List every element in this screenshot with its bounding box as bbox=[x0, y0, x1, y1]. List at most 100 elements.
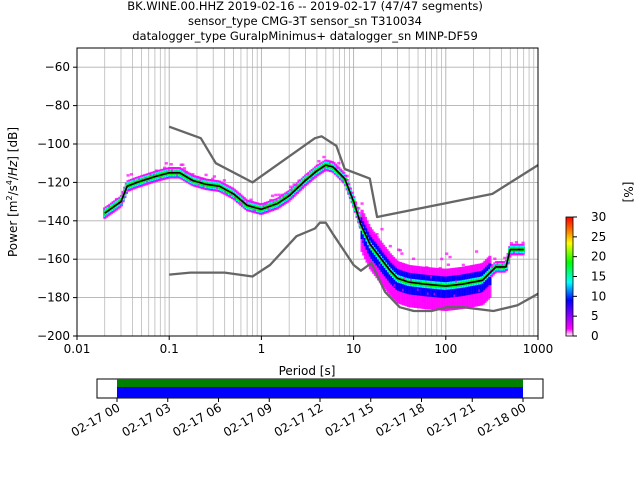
curve-mode bbox=[104, 164, 524, 287]
density-cell bbox=[239, 201, 243, 205]
density-cell bbox=[307, 172, 311, 176]
density-cell bbox=[362, 238, 366, 242]
x-tick-label: 10 bbox=[346, 342, 361, 356]
colorbar-tick-label: 15 bbox=[591, 270, 606, 284]
density-cell bbox=[289, 185, 293, 189]
density-cell bbox=[401, 288, 406, 292]
density-cell bbox=[513, 251, 517, 254]
y-axis-ticks: −200 −180 −160 −140 −120 −100 −80 −60 bbox=[37, 60, 77, 343]
density-cell bbox=[385, 252, 389, 256]
x-tick-label: 0.1 bbox=[160, 342, 179, 356]
density-cell bbox=[438, 266, 442, 270]
density-cell bbox=[119, 201, 124, 204]
y-tick-label: −60 bbox=[45, 60, 70, 74]
density-cell bbox=[197, 184, 202, 187]
coverage-tick-label: 02-17 18 bbox=[373, 400, 427, 439]
density-cell bbox=[373, 234, 377, 238]
density-cell bbox=[242, 199, 246, 203]
density-cell bbox=[176, 173, 180, 177]
x-axis-label: Period [s] bbox=[279, 364, 336, 378]
density-cell bbox=[458, 269, 462, 272]
density-cell bbox=[421, 270, 426, 273]
density-cell bbox=[426, 292, 431, 295]
density-cell bbox=[169, 163, 173, 166]
density-cell bbox=[275, 199, 280, 202]
coverage-tick-label: 02-17 21 bbox=[424, 400, 478, 439]
density-cell bbox=[146, 180, 150, 184]
density-cell bbox=[149, 173, 153, 177]
title-line-3: datalogger_type GuralpMinimus+ datalogge… bbox=[132, 29, 478, 43]
density-cell bbox=[416, 288, 421, 291]
density-cell bbox=[249, 198, 253, 202]
density-cell bbox=[453, 294, 457, 297]
colorbar-tick-label: 10 bbox=[591, 289, 606, 303]
density-cell bbox=[521, 241, 525, 245]
density-cell bbox=[287, 193, 291, 196]
y-tick-label: −140 bbox=[37, 214, 70, 228]
density-cell bbox=[323, 167, 328, 170]
density-cell bbox=[410, 278, 414, 282]
density-cell bbox=[353, 202, 358, 206]
density-cell bbox=[189, 179, 193, 182]
colorbar-tick-label: 5 bbox=[591, 309, 599, 323]
density-cell bbox=[277, 193, 281, 197]
title-line-1: BK.WINE.00.HHZ 2019-02-16 -- 2019-02-17 … bbox=[127, 0, 483, 13]
density-cell bbox=[390, 260, 394, 263]
density-cell bbox=[445, 252, 449, 255]
density-cell bbox=[478, 289, 482, 292]
density-cell bbox=[129, 173, 134, 176]
coverage-tick-label: 02-17 00 bbox=[69, 400, 123, 439]
density-cell bbox=[211, 177, 215, 181]
density-cell bbox=[317, 159, 321, 163]
density-cell bbox=[290, 189, 294, 192]
density-cell bbox=[367, 226, 371, 229]
x-tick-label: 0.01 bbox=[64, 342, 91, 356]
density-cell bbox=[475, 250, 479, 253]
density-cell bbox=[300, 183, 304, 187]
density-cell bbox=[496, 262, 500, 266]
density-cell bbox=[448, 255, 452, 259]
density-cell bbox=[494, 264, 499, 267]
density-cell bbox=[199, 178, 203, 182]
density-cell bbox=[411, 257, 416, 261]
density-cell bbox=[473, 269, 477, 273]
density-cell bbox=[388, 244, 392, 248]
coverage-data-bar bbox=[117, 379, 523, 387]
density-cell bbox=[393, 284, 397, 287]
density-cell bbox=[342, 180, 346, 183]
density-cell bbox=[164, 162, 168, 165]
y-tick-label: −100 bbox=[37, 137, 70, 151]
coverage-tick-label: 02-18 00 bbox=[475, 400, 529, 439]
y-tick-label: −80 bbox=[45, 99, 70, 113]
density-cell bbox=[181, 163, 185, 166]
coverage-tick-label: 02-17 12 bbox=[272, 400, 326, 439]
density-cell bbox=[375, 233, 379, 236]
density-cell bbox=[501, 263, 505, 266]
coverage-tick-label: 02-17 09 bbox=[221, 400, 275, 439]
density-cell bbox=[121, 192, 125, 195]
density-cell bbox=[154, 169, 158, 172]
density-cell bbox=[167, 168, 172, 171]
density-cell bbox=[357, 207, 361, 210]
density-cell bbox=[171, 169, 175, 172]
density-cell bbox=[265, 202, 270, 205]
density-cell bbox=[315, 164, 319, 168]
density-cell bbox=[403, 277, 407, 280]
density-cell bbox=[111, 201, 115, 204]
density-cell bbox=[491, 265, 495, 269]
density-cell bbox=[380, 227, 384, 231]
density-cell bbox=[114, 197, 119, 201]
density-cell bbox=[310, 175, 314, 178]
density-cell bbox=[292, 183, 296, 186]
density-cell bbox=[153, 173, 157, 177]
density-cell bbox=[461, 263, 465, 267]
density-cell bbox=[285, 191, 290, 195]
colorbar-tick-label: 30 bbox=[591, 210, 606, 224]
density-cell bbox=[264, 202, 268, 206]
density-cell bbox=[397, 248, 401, 252]
coverage-tick-label: 02-17 15 bbox=[323, 400, 377, 439]
density-cell bbox=[269, 198, 273, 202]
density-cell bbox=[295, 184, 299, 187]
density-cell bbox=[272, 200, 276, 204]
density-cell bbox=[267, 207, 271, 211]
